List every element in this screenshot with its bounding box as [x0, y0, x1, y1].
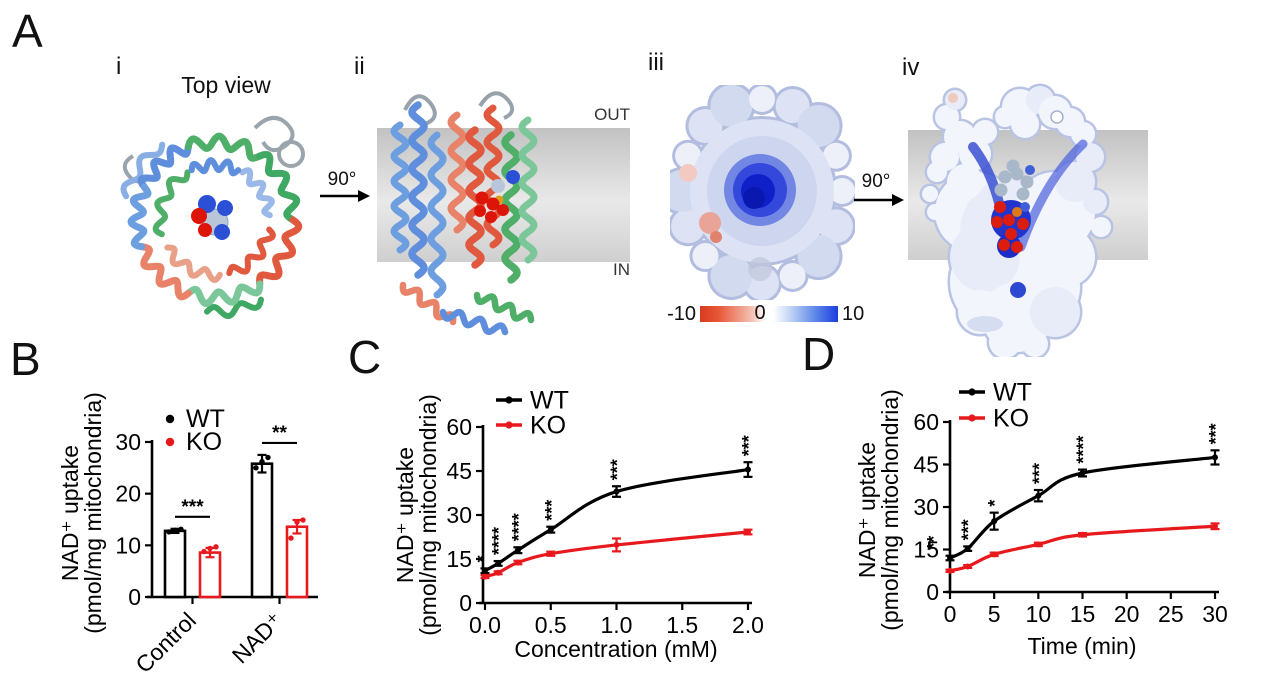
ytick: 15	[446, 546, 472, 572]
b-ytick: 10	[115, 532, 141, 558]
sig-mark: ****	[1074, 436, 1094, 464]
subpanel-i-title: Top view	[181, 72, 271, 98]
ylabel-1: NAD⁺ uptake	[392, 447, 418, 583]
surface-cutaway-side-view	[919, 83, 1114, 357]
ytick: 45	[446, 458, 472, 484]
xtick: 15	[1070, 601, 1096, 627]
legend-KO: KO	[993, 405, 1029, 433]
ytick: 0	[459, 590, 472, 616]
b-sig: **	[272, 423, 287, 444]
ylabel-2: (pmol/mg mitochondria)	[877, 389, 903, 631]
surface-electrostatic-top-view	[670, 85, 855, 300]
sig-mark: ***	[1206, 423, 1226, 444]
b-category-label: NAD⁺	[227, 607, 288, 668]
rotation-2-label: 90°	[861, 171, 891, 192]
b-legend-ko: KO	[186, 428, 222, 456]
sig-mark: *	[473, 555, 493, 562]
xtick: 0.0	[469, 612, 501, 638]
rotation-1-label: 90°	[327, 169, 357, 190]
colorbar-gradient	[700, 306, 838, 322]
panel-c-label: C	[348, 331, 382, 383]
ytick: 45	[913, 452, 939, 478]
sig-mark: ***	[542, 500, 562, 521]
b-sig: ***	[181, 497, 204, 518]
xtick: 1.5	[666, 612, 698, 638]
legend-KO: KO	[530, 412, 566, 440]
rotation-arrows	[320, 190, 904, 206]
bar-WT-1	[250, 462, 274, 599]
sig-mark: ***	[608, 459, 628, 480]
b-legend-wt: WT	[186, 405, 225, 433]
panel-d-chart: 0 15 30 45 60 0 5 10 15 20 25 30 Time (min) NAD⁺ upta…	[854, 379, 1228, 660]
xtick: 0.5	[535, 612, 567, 638]
xtick: 20	[1114, 601, 1140, 627]
structure-cartoon-top-view	[120, 116, 305, 320]
sig-mark: ***	[739, 435, 759, 456]
membrane-out-label: OUT	[594, 105, 630, 124]
ytick: 60	[913, 409, 939, 435]
b-ytick: 0	[128, 584, 141, 610]
subpanel-ii-label: ii	[354, 53, 365, 80]
b-category-label: Control	[130, 607, 201, 678]
colorbar-mid-label: 0	[754, 302, 766, 324]
sig-mark: ****	[509, 513, 529, 541]
panel-d-label: D	[802, 328, 836, 380]
sig-mark: ***	[959, 519, 979, 540]
ytick: 60	[446, 414, 472, 440]
ytick: 30	[446, 502, 472, 528]
colorbar-max-label: 10	[842, 303, 865, 325]
b-ytick: 20	[115, 481, 141, 507]
bar-WT-0	[163, 529, 187, 599]
panel-a-label: A	[12, 5, 43, 57]
ylabel-1: NAD⁺ uptake	[854, 442, 880, 578]
sig-mark: *	[985, 500, 1005, 507]
xlabel: Concentration (mM)	[514, 636, 717, 662]
panel-c-chart: 0 15 30 45 60 0.0 0.5 1.0 1.5 2.0 Concentration (m…	[392, 387, 764, 663]
b-ylabel-2: (pmol/mg mitochondria)	[80, 392, 106, 634]
ytick: 30	[913, 494, 939, 520]
bar-KO-0	[198, 551, 222, 599]
sig-mark: ***	[1029, 463, 1049, 484]
membrane-in-label: IN	[613, 260, 630, 279]
sig-mark: **	[924, 536, 944, 550]
subpanel-i-label: i	[116, 53, 122, 80]
xtick: 5	[988, 601, 1001, 627]
ylabel-2: (pmol/mg mitochondria)	[415, 394, 441, 636]
panel-b-label: B	[10, 333, 41, 385]
sig-mark: ****	[489, 527, 509, 555]
ytick: 0	[926, 579, 939, 605]
xtick: 2.0	[732, 612, 764, 638]
xtick: 10	[1026, 601, 1052, 627]
xtick: 1.0	[601, 612, 633, 638]
xtick: 25	[1158, 601, 1184, 627]
subpanel-iii-label: iii	[648, 49, 664, 76]
xtick: 0	[944, 601, 957, 627]
structure-cartoon-side-view	[390, 91, 538, 336]
legend-WT: WT	[993, 379, 1032, 407]
legend-WT: WT	[530, 387, 569, 415]
ytick: 15	[913, 537, 939, 563]
xlabel: Time (min)	[1027, 633, 1136, 659]
colorbar-min-label: -10	[667, 303, 696, 325]
subpanel-iv-label: iv	[902, 54, 920, 81]
b-ylabel-1: NAD⁺ uptake	[57, 445, 83, 581]
xtick: 30	[1202, 601, 1228, 627]
b-ytick: 30	[115, 429, 141, 455]
